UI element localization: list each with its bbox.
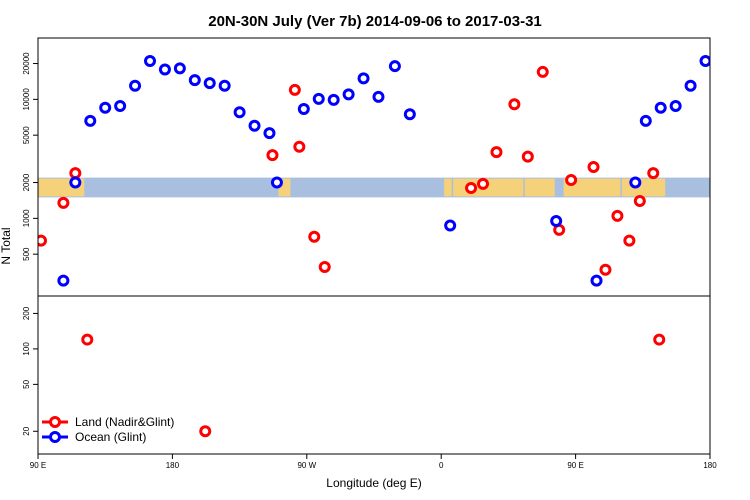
ocean-point [669, 99, 682, 112]
legend-ocean-marker [49, 431, 61, 443]
ocean-point [129, 79, 142, 92]
band-land-4 [524, 178, 555, 197]
x-axis-label: Longitude (deg E) [326, 476, 421, 490]
y-tick-label: 10000 [22, 88, 31, 111]
y-tick-label: 200 [22, 306, 31, 320]
ocean-point [57, 274, 70, 287]
ocean-point [654, 101, 667, 114]
data-marks [38, 55, 740, 438]
land-point [490, 146, 503, 159]
y-tick-label: 2000 [22, 173, 31, 191]
land-point [318, 261, 331, 274]
ocean-point [590, 274, 603, 287]
ocean-point [218, 79, 231, 92]
x-tick-label: 90 E [567, 461, 583, 470]
ocean-point [731, 64, 740, 73]
ocean-point [684, 79, 697, 92]
y-tick-label: 5000 [22, 126, 31, 144]
x-tick-label: 90 E [30, 461, 46, 470]
ocean-point [203, 77, 216, 90]
ocean-point [312, 92, 325, 105]
ocean-point [357, 72, 370, 85]
ocean-point [388, 60, 401, 73]
land-point [653, 333, 666, 346]
land-point [477, 177, 490, 190]
land-point [69, 167, 82, 180]
land-point [587, 161, 600, 174]
ocean-point [114, 99, 127, 112]
land-point [565, 174, 578, 187]
land-point [647, 167, 660, 180]
land-point [633, 194, 646, 207]
x-tick-label: 0 [439, 461, 444, 470]
x-tick-label: 180 [703, 461, 717, 470]
chart-legend: Land (Nadir&Glint) Ocean (Glint) [42, 415, 174, 444]
land-point [611, 209, 624, 222]
legend-land-marker [49, 416, 61, 428]
ocean-point [144, 55, 156, 68]
land-point [623, 234, 636, 247]
ocean-point [84, 114, 97, 127]
ocean-point [99, 101, 112, 114]
band-land-1 [278, 178, 291, 197]
ocean-point [342, 88, 355, 101]
y-axis: 500 1000 2000 5000 10000 20000 20 50 100 200 [22, 52, 38, 436]
land-point [266, 149, 279, 162]
y-tick-label: 20 [22, 426, 31, 435]
ocean-point [699, 55, 710, 68]
ocean-point [297, 102, 310, 115]
ocean-point [550, 215, 563, 228]
legend-ocean-label: Ocean (Glint) [75, 430, 146, 444]
land-point [81, 333, 94, 346]
x-axis: 90 E 180 90 W 0 90 E 180 [30, 454, 717, 470]
ocean-point [173, 62, 186, 75]
land-point [508, 98, 521, 111]
y-axis-label: N Total [0, 227, 13, 264]
plot-frame [37, 37, 711, 455]
ocean-point [263, 127, 276, 140]
ocean-point [158, 63, 171, 76]
ocean-point [639, 114, 652, 127]
ocean-point [403, 108, 416, 121]
band-land-5 [563, 178, 621, 197]
legend-land-label: Land (Nadir&Glint) [75, 415, 174, 429]
ocean-point [270, 176, 283, 189]
band-land-2 [444, 178, 452, 197]
land-point [57, 196, 70, 209]
ocean-point [248, 119, 261, 132]
y-tick-label: 1000 [22, 209, 31, 227]
land-point [288, 83, 301, 96]
ocean-point [444, 219, 457, 232]
ocean-point [233, 106, 246, 119]
y-tick-label: 20000 [22, 52, 31, 75]
chart-title: 20N-30N July (Ver 7b) 2014-09-06 to 2017… [208, 13, 542, 30]
land-point [38, 234, 47, 247]
x-tick-label: 180 [166, 461, 180, 470]
ocean-point [69, 176, 82, 189]
y-tick-label: 100 [22, 342, 31, 356]
x-tick-label: 90 W [297, 461, 316, 470]
y-tick-label: 50 [22, 379, 31, 388]
land-point [536, 65, 549, 78]
band-land-6 [621, 178, 666, 197]
world-map-band [38, 177, 710, 198]
ocean-point [188, 74, 201, 87]
ocean-point [716, 65, 725, 74]
y-tick-label: 500 [22, 247, 31, 261]
land-point [599, 263, 612, 276]
ocean-point [372, 90, 385, 103]
land-point [308, 230, 321, 243]
land-point [199, 425, 212, 438]
land-point [293, 140, 306, 153]
land-point [465, 181, 478, 194]
ocean-point [327, 93, 340, 106]
ocean-point [629, 176, 642, 189]
land-point [521, 150, 534, 163]
